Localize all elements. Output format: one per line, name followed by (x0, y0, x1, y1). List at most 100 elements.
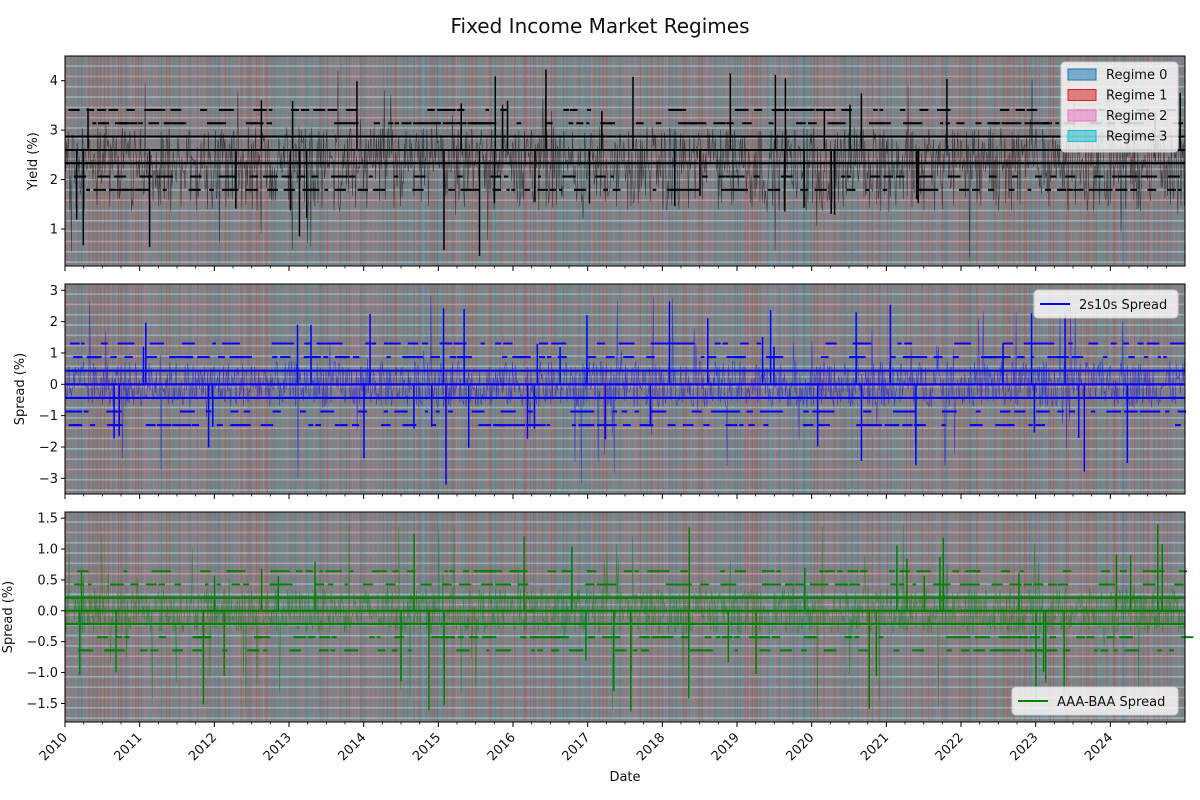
regime-band (1179, 284, 1181, 494)
regime-band (666, 56, 668, 266)
regime-band (278, 56, 280, 266)
regime-band (103, 56, 105, 266)
regime-band (639, 284, 641, 494)
regime-band (797, 512, 799, 722)
regime-band (578, 512, 580, 722)
y-tick-label: 2 (50, 315, 58, 330)
regime-band (792, 512, 794, 722)
regime-stripe (65, 147, 1185, 150)
regime-band (124, 56, 126, 266)
regime-band (991, 56, 993, 266)
regime-band (1177, 512, 1179, 722)
regime-band (298, 56, 300, 266)
regime-band (766, 56, 768, 266)
regime-band (436, 284, 438, 494)
regime-band (989, 284, 991, 494)
regime-band (624, 56, 626, 266)
regime-band (1182, 512, 1184, 722)
regime-band (521, 56, 523, 266)
regime-band (595, 512, 597, 722)
regime-band (606, 512, 608, 722)
regime-band (857, 284, 859, 494)
regime-band (458, 56, 460, 266)
regime-band (290, 512, 292, 722)
regime-band (256, 284, 258, 494)
regime-band (976, 284, 978, 494)
regime-band (490, 56, 492, 266)
regime-band (675, 284, 677, 494)
regime-band (562, 284, 564, 494)
regime-band (475, 512, 477, 722)
regime-band (340, 512, 342, 722)
y-tick-label: −0.5 (26, 635, 58, 650)
regime-stripe (65, 199, 1185, 202)
regime-band (1109, 512, 1111, 722)
regime-band (471, 284, 473, 494)
regime-band (301, 284, 303, 494)
regime-band (797, 284, 799, 494)
regime-band (68, 284, 70, 494)
regime-band (240, 284, 242, 494)
regime-band (434, 284, 436, 494)
regime-band (1106, 512, 1108, 722)
regime-band (1077, 512, 1079, 722)
regime-band (414, 512, 416, 722)
regime-band (898, 284, 900, 494)
regime-band (519, 56, 521, 266)
regime-stripe (65, 65, 1185, 67)
regime-band (921, 284, 923, 494)
regime-band (451, 512, 453, 722)
regime-band (583, 512, 585, 722)
regime-band (821, 512, 823, 722)
regime-stripe (65, 344, 1185, 347)
regime-band (525, 284, 527, 494)
regime-band (322, 56, 324, 266)
regime-band (376, 512, 378, 722)
regime-band (524, 56, 526, 266)
regime-band (642, 56, 644, 266)
regime-band (372, 512, 374, 722)
regime-band (834, 512, 836, 722)
regime-stripe (65, 717, 1185, 719)
regime-band (361, 512, 363, 722)
regime-band (210, 284, 212, 494)
regime-band (240, 512, 242, 722)
regime-band (1113, 512, 1115, 722)
regime-band (628, 56, 630, 266)
regime-band (529, 512, 531, 722)
regime-band (730, 512, 732, 722)
regime-band (857, 512, 859, 722)
regime-band (851, 56, 853, 266)
regime-band (593, 56, 595, 266)
regime-band (792, 56, 794, 266)
regime-band (1000, 284, 1002, 494)
regime-band (1060, 512, 1062, 722)
regime-band (1158, 284, 1160, 494)
regime-band (267, 512, 269, 722)
regime-band (1067, 284, 1069, 494)
regime-band (664, 512, 666, 722)
regime-band (1110, 512, 1112, 722)
regime-stripe (65, 676, 1185, 678)
regime-stripe (65, 230, 1185, 232)
regime-band (541, 284, 543, 494)
regime-band (360, 512, 362, 722)
regime-band (602, 56, 604, 266)
regime-stripe (65, 665, 1185, 668)
regime-band (572, 284, 574, 494)
regime-stripe (65, 458, 1185, 460)
regime-band (860, 56, 862, 266)
regime-band (1138, 56, 1140, 266)
regime-band (77, 284, 79, 494)
legend-entry: Regime 2 (1106, 109, 1167, 124)
regime-band (247, 284, 249, 494)
regime-band (557, 56, 559, 266)
regime-band (923, 284, 925, 494)
regime-band (578, 284, 580, 494)
y-axis-label: Spread (%) (1, 581, 16, 653)
regime-band (1020, 56, 1022, 266)
regime-band (324, 512, 326, 722)
regime-band (781, 56, 783, 266)
regime-band (639, 512, 641, 722)
regime-band (394, 284, 396, 494)
